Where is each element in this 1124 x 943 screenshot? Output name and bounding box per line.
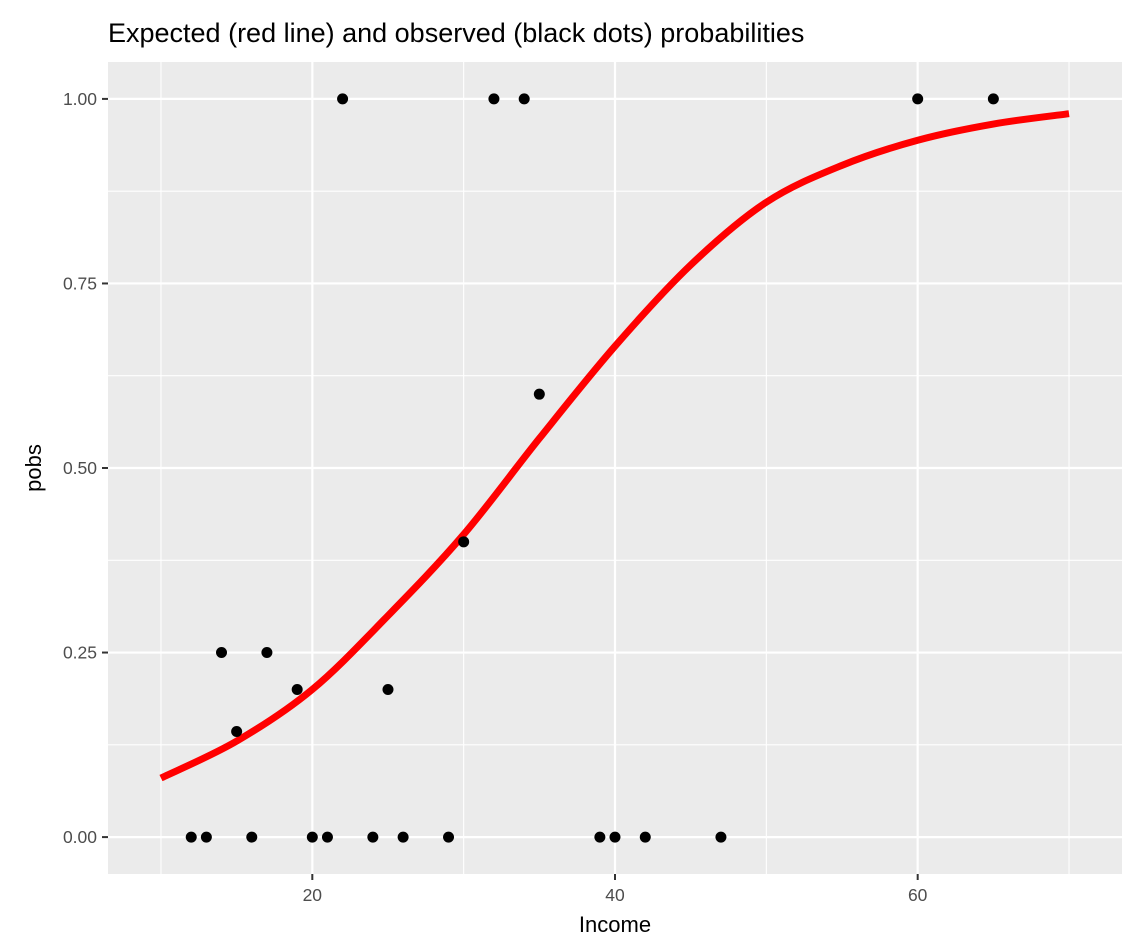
expected-probability-line [159,110,1070,782]
observed-point [594,831,606,843]
observed-point [458,536,470,548]
observed-point [912,93,924,105]
observed-point [261,647,273,659]
y-tick-label: 1.00 [63,89,97,109]
y-axis-title: pobs [21,444,46,492]
chart-title: Expected (red line) and observed (black … [108,18,804,48]
x-axis-title: Income [579,912,651,937]
expected-curve [159,110,1070,782]
observed-point [443,831,455,843]
axis-ticks [102,97,919,880]
observed-point [609,831,621,843]
observed-point [321,831,333,843]
observed-point [185,831,197,843]
observed-point [367,831,379,843]
observed-point [306,831,318,843]
observed-point [715,831,727,843]
y-tick-label: 0.50 [63,458,97,478]
x-tick-label: 60 [908,885,928,905]
y-tick-label: 0.75 [63,273,97,293]
observed-point [246,831,258,843]
observed-point [397,831,409,843]
observed-probability-points [185,93,999,843]
y-tick-label: 0.00 [63,827,97,847]
observed-point [337,93,349,105]
observed-point [200,831,212,843]
observed-point [987,93,999,105]
observed-point [291,683,303,695]
x-tick-label: 20 [303,885,323,905]
observed-point [216,647,228,659]
observed-point [231,726,243,738]
major-gridlines [108,62,1122,874]
observed-point [518,93,530,105]
x-tick-label: 40 [605,885,625,905]
observed-point [488,93,500,105]
observed-point [533,388,545,400]
observed-point [639,831,651,843]
y-tick-label: 0.25 [63,643,97,663]
tick-labels: 20 40 60 0.00 0.25 0.50 0.75 1.00 [63,89,928,905]
observed-point [382,683,394,695]
